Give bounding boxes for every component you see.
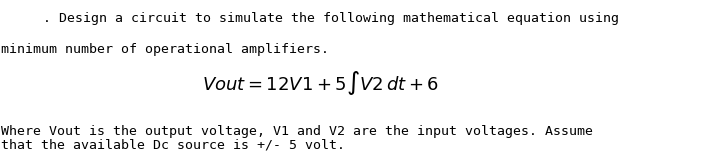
Text: Where Vout is the output voltage, V1 and V2 are the input voltages. Assume: Where Vout is the output voltage, V1 and… bbox=[1, 125, 593, 138]
Text: minimum number of operational amplifiers.: minimum number of operational amplifiers… bbox=[1, 43, 330, 56]
Text: $\mathit{Vout} = 12\mathit{V1} + 5\int \mathit{V2}\,dt + 6$: $\mathit{Vout} = 12\mathit{V1} + 5\int \… bbox=[203, 69, 439, 97]
Text: that the available Dc source is +/- 5 volt.: that the available Dc source is +/- 5 vo… bbox=[1, 139, 345, 152]
Text: . Design a circuit to simulate the following mathematical equation using: . Design a circuit to simulate the follo… bbox=[43, 12, 619, 25]
